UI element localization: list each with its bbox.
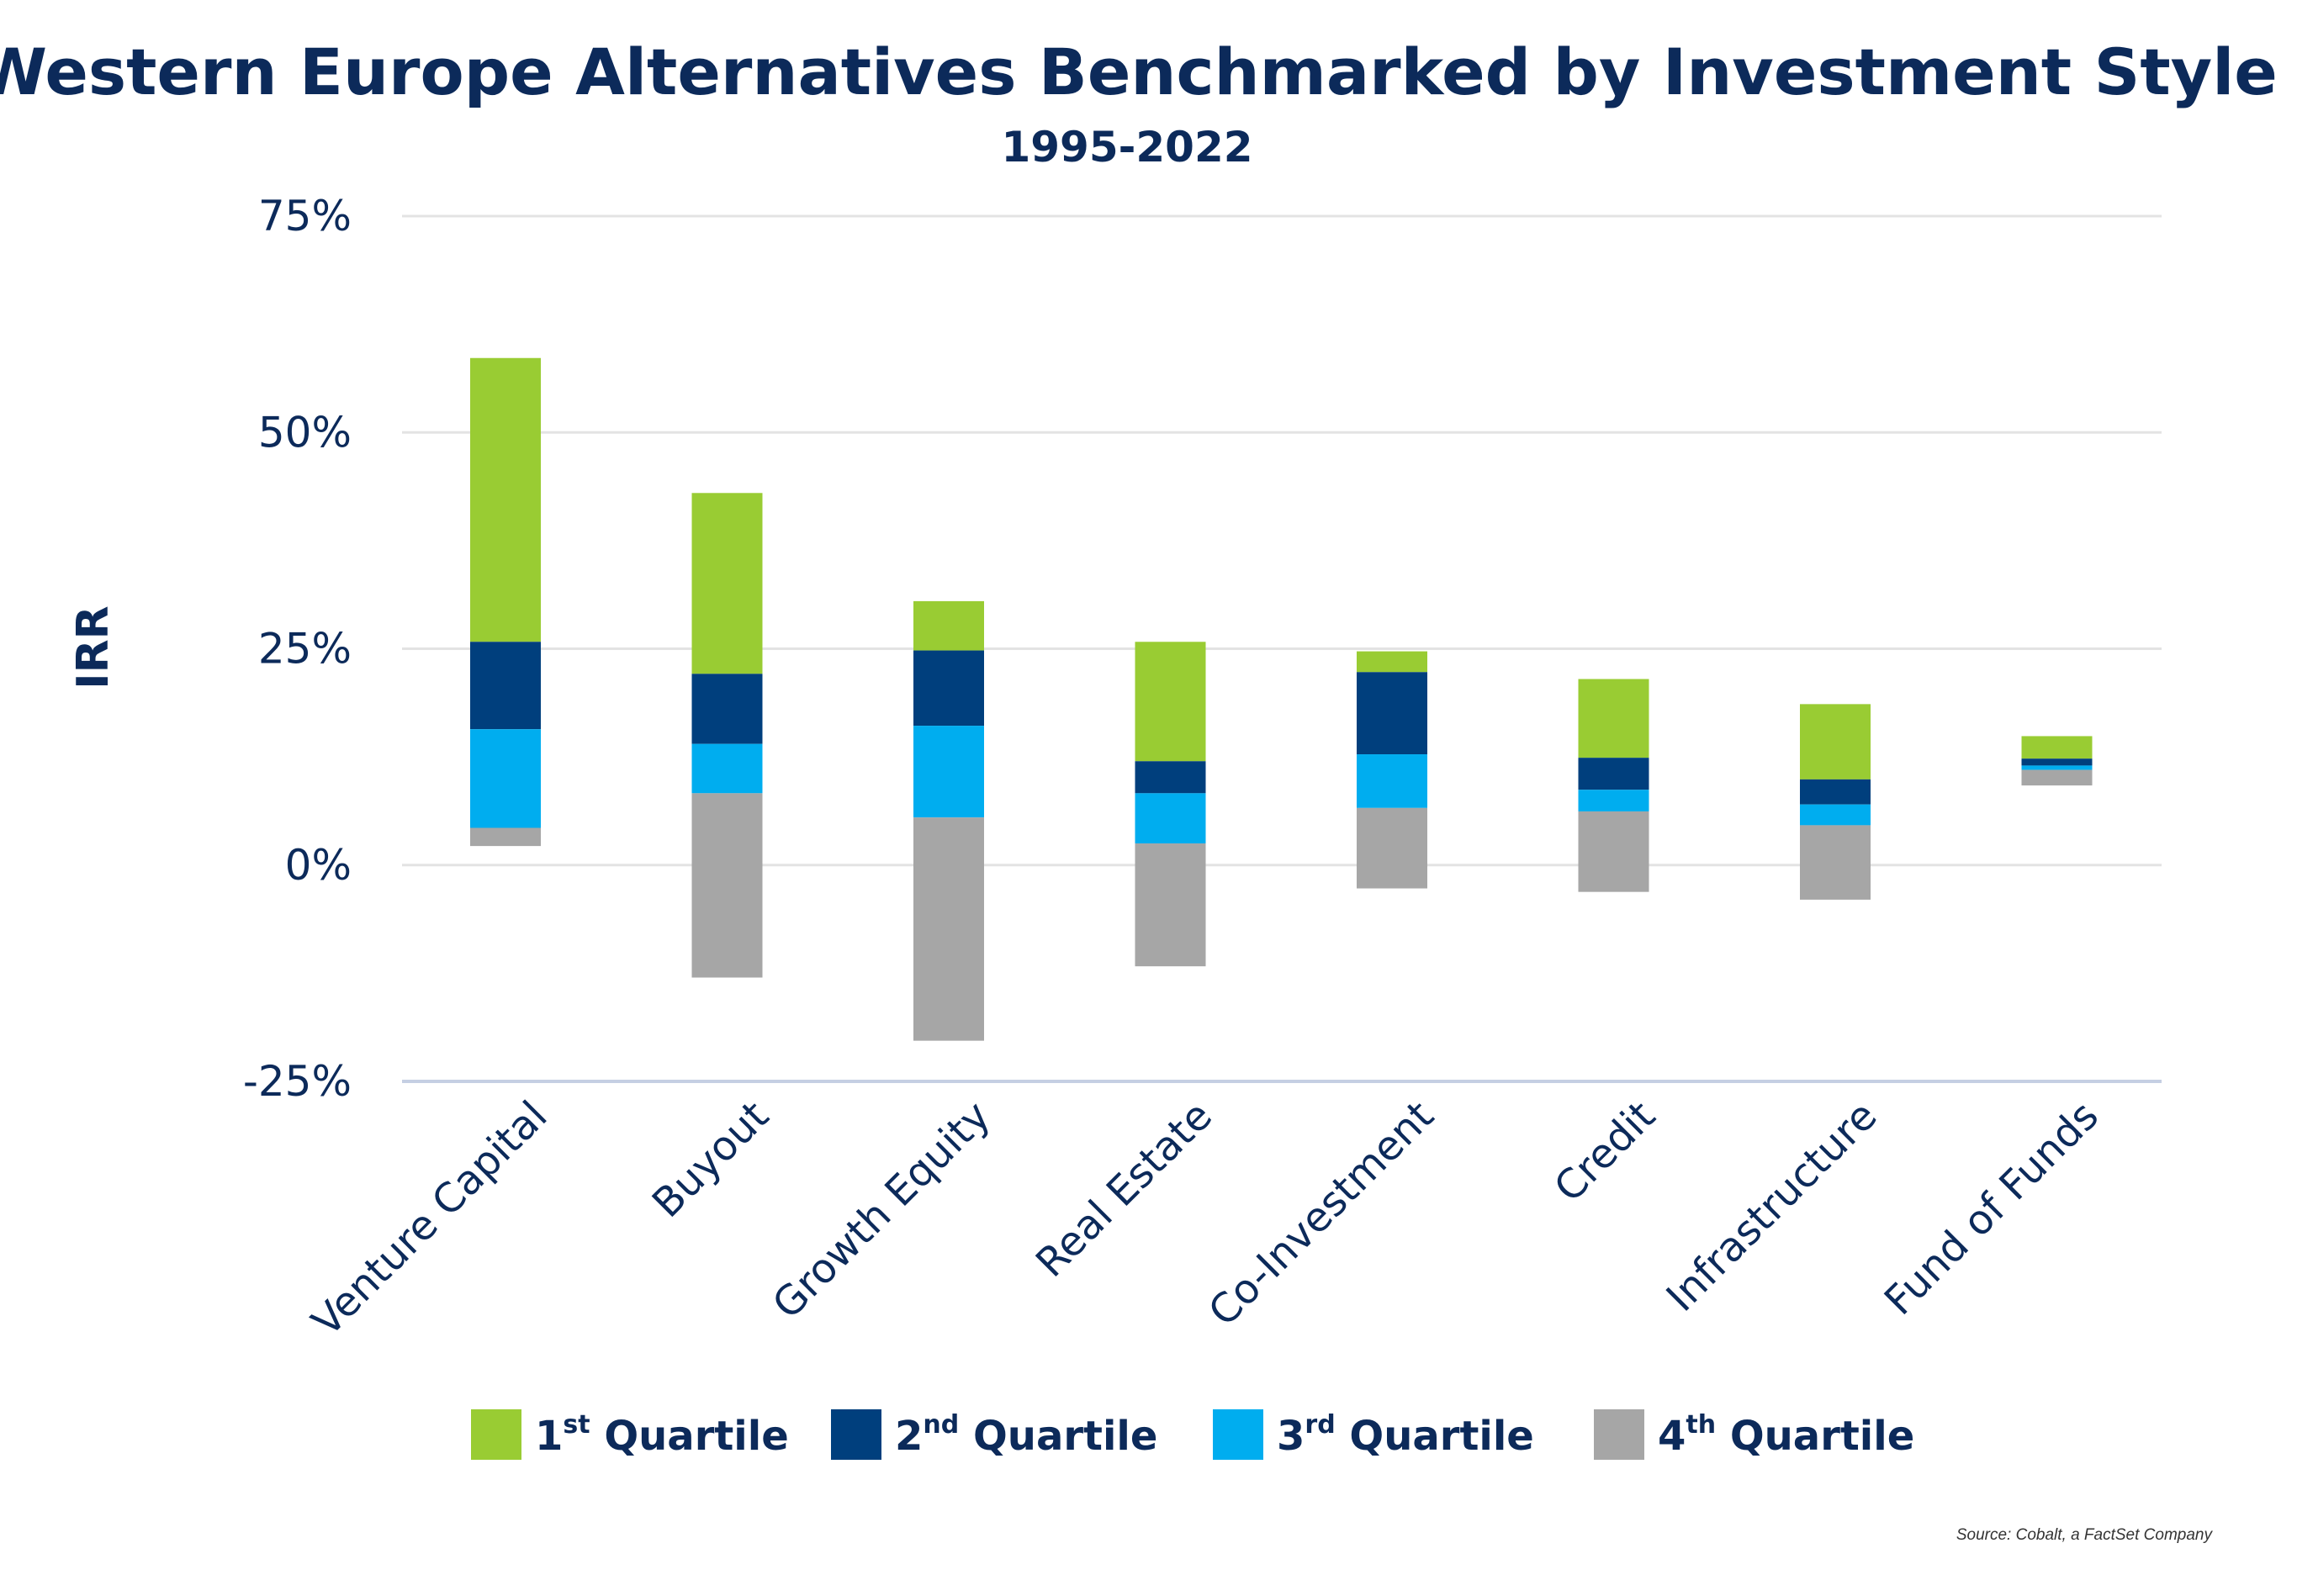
y-tick-label: 25% [258,625,352,674]
y-axis-ticks: 75% 50% 25% 0% -25% [243,192,352,1106]
x-category-label: Buyout [643,1092,778,1227]
bar-segment [1357,651,1427,673]
bar-segment [2021,758,2093,766]
x-category-label: Co-Investment [1199,1092,1442,1335]
bar-segment [1800,825,1871,900]
bar-segment [1357,754,1427,808]
y-tick-label: 50% [258,408,352,457]
x-category-label: Infrastructure [1658,1092,1887,1321]
bar-segment [913,600,984,651]
legend-label: 3rd Quartile [1277,1410,1534,1460]
legend: 1st Quartile 2nd Quartile 3rd Quartile 4th … [471,1409,1914,1460]
y-tick-label: 0% [285,841,352,890]
bar-segment [913,650,984,727]
bar-segment [2021,765,2093,770]
bar-segment [691,793,763,978]
bar-segment [470,357,541,642]
x-category-label: Venture Capital [303,1092,556,1345]
bar-segment [2021,736,2093,759]
chart-subtitle: 1995-2022 [1001,123,1252,172]
bar-segment [913,817,984,1041]
bar-segment [1135,761,1206,794]
bar-segment [1578,790,1649,811]
x-category-label: Credit [1545,1092,1665,1212]
chart-title: Western Europe Alternatives Benchmarked … [0,34,2278,109]
legend-label: 2nd Quartile [895,1410,1157,1460]
bar-segment [1800,779,1871,805]
legend-swatch [831,1409,881,1460]
y-tick-label: -25% [243,1057,352,1106]
bar-segment [691,493,763,674]
bar-segment [1135,642,1206,762]
bar-segment [1578,679,1649,758]
source-note: Source: Cobalt, a FactSet Company [1956,1526,2214,1544]
bar-segment [1357,672,1427,755]
bar-segment [691,743,763,794]
bars [470,357,2093,1041]
bar-segment [470,642,541,730]
bar-segment [691,674,763,744]
y-axis-label: IRR [68,605,119,689]
y-tick-label: 75% [258,192,352,240]
x-category-label: Real Estate [1027,1092,1221,1287]
x-category-label: Growth Equity [764,1092,1000,1329]
bar-segment [1135,843,1206,967]
legend-swatch [1594,1409,1644,1460]
bar-segment [1135,793,1206,844]
bar-segment [913,726,984,818]
legend-swatch [471,1409,521,1460]
bar-segment [1578,758,1649,790]
gridlines [402,214,2162,1083]
bar-segment [1800,704,1871,780]
bar-segment [1800,804,1871,826]
bar-segment [1578,811,1649,892]
legend-swatch [1213,1409,1263,1460]
bar-segment [470,729,541,828]
x-category-label: Fund of Funds [1876,1092,2108,1324]
bar-segment [1357,807,1427,889]
legend-label: 1st Quartile [535,1410,789,1460]
legend-label: 4th Quartile [1658,1410,1914,1460]
bar-segment [470,827,541,847]
bar-segment [2021,769,2093,786]
